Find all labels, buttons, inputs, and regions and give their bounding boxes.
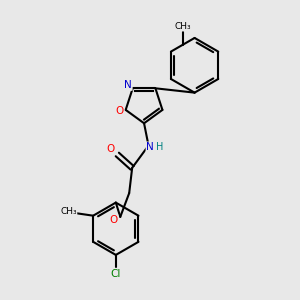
- Text: O: O: [116, 106, 124, 116]
- Text: O: O: [110, 215, 118, 225]
- Text: N: N: [146, 142, 154, 152]
- Text: CH₃: CH₃: [174, 22, 191, 31]
- Text: O: O: [106, 144, 115, 154]
- Text: H: H: [156, 142, 164, 152]
- Text: N: N: [124, 80, 132, 90]
- Text: Cl: Cl: [111, 269, 121, 279]
- Text: CH₃: CH₃: [60, 207, 77, 216]
